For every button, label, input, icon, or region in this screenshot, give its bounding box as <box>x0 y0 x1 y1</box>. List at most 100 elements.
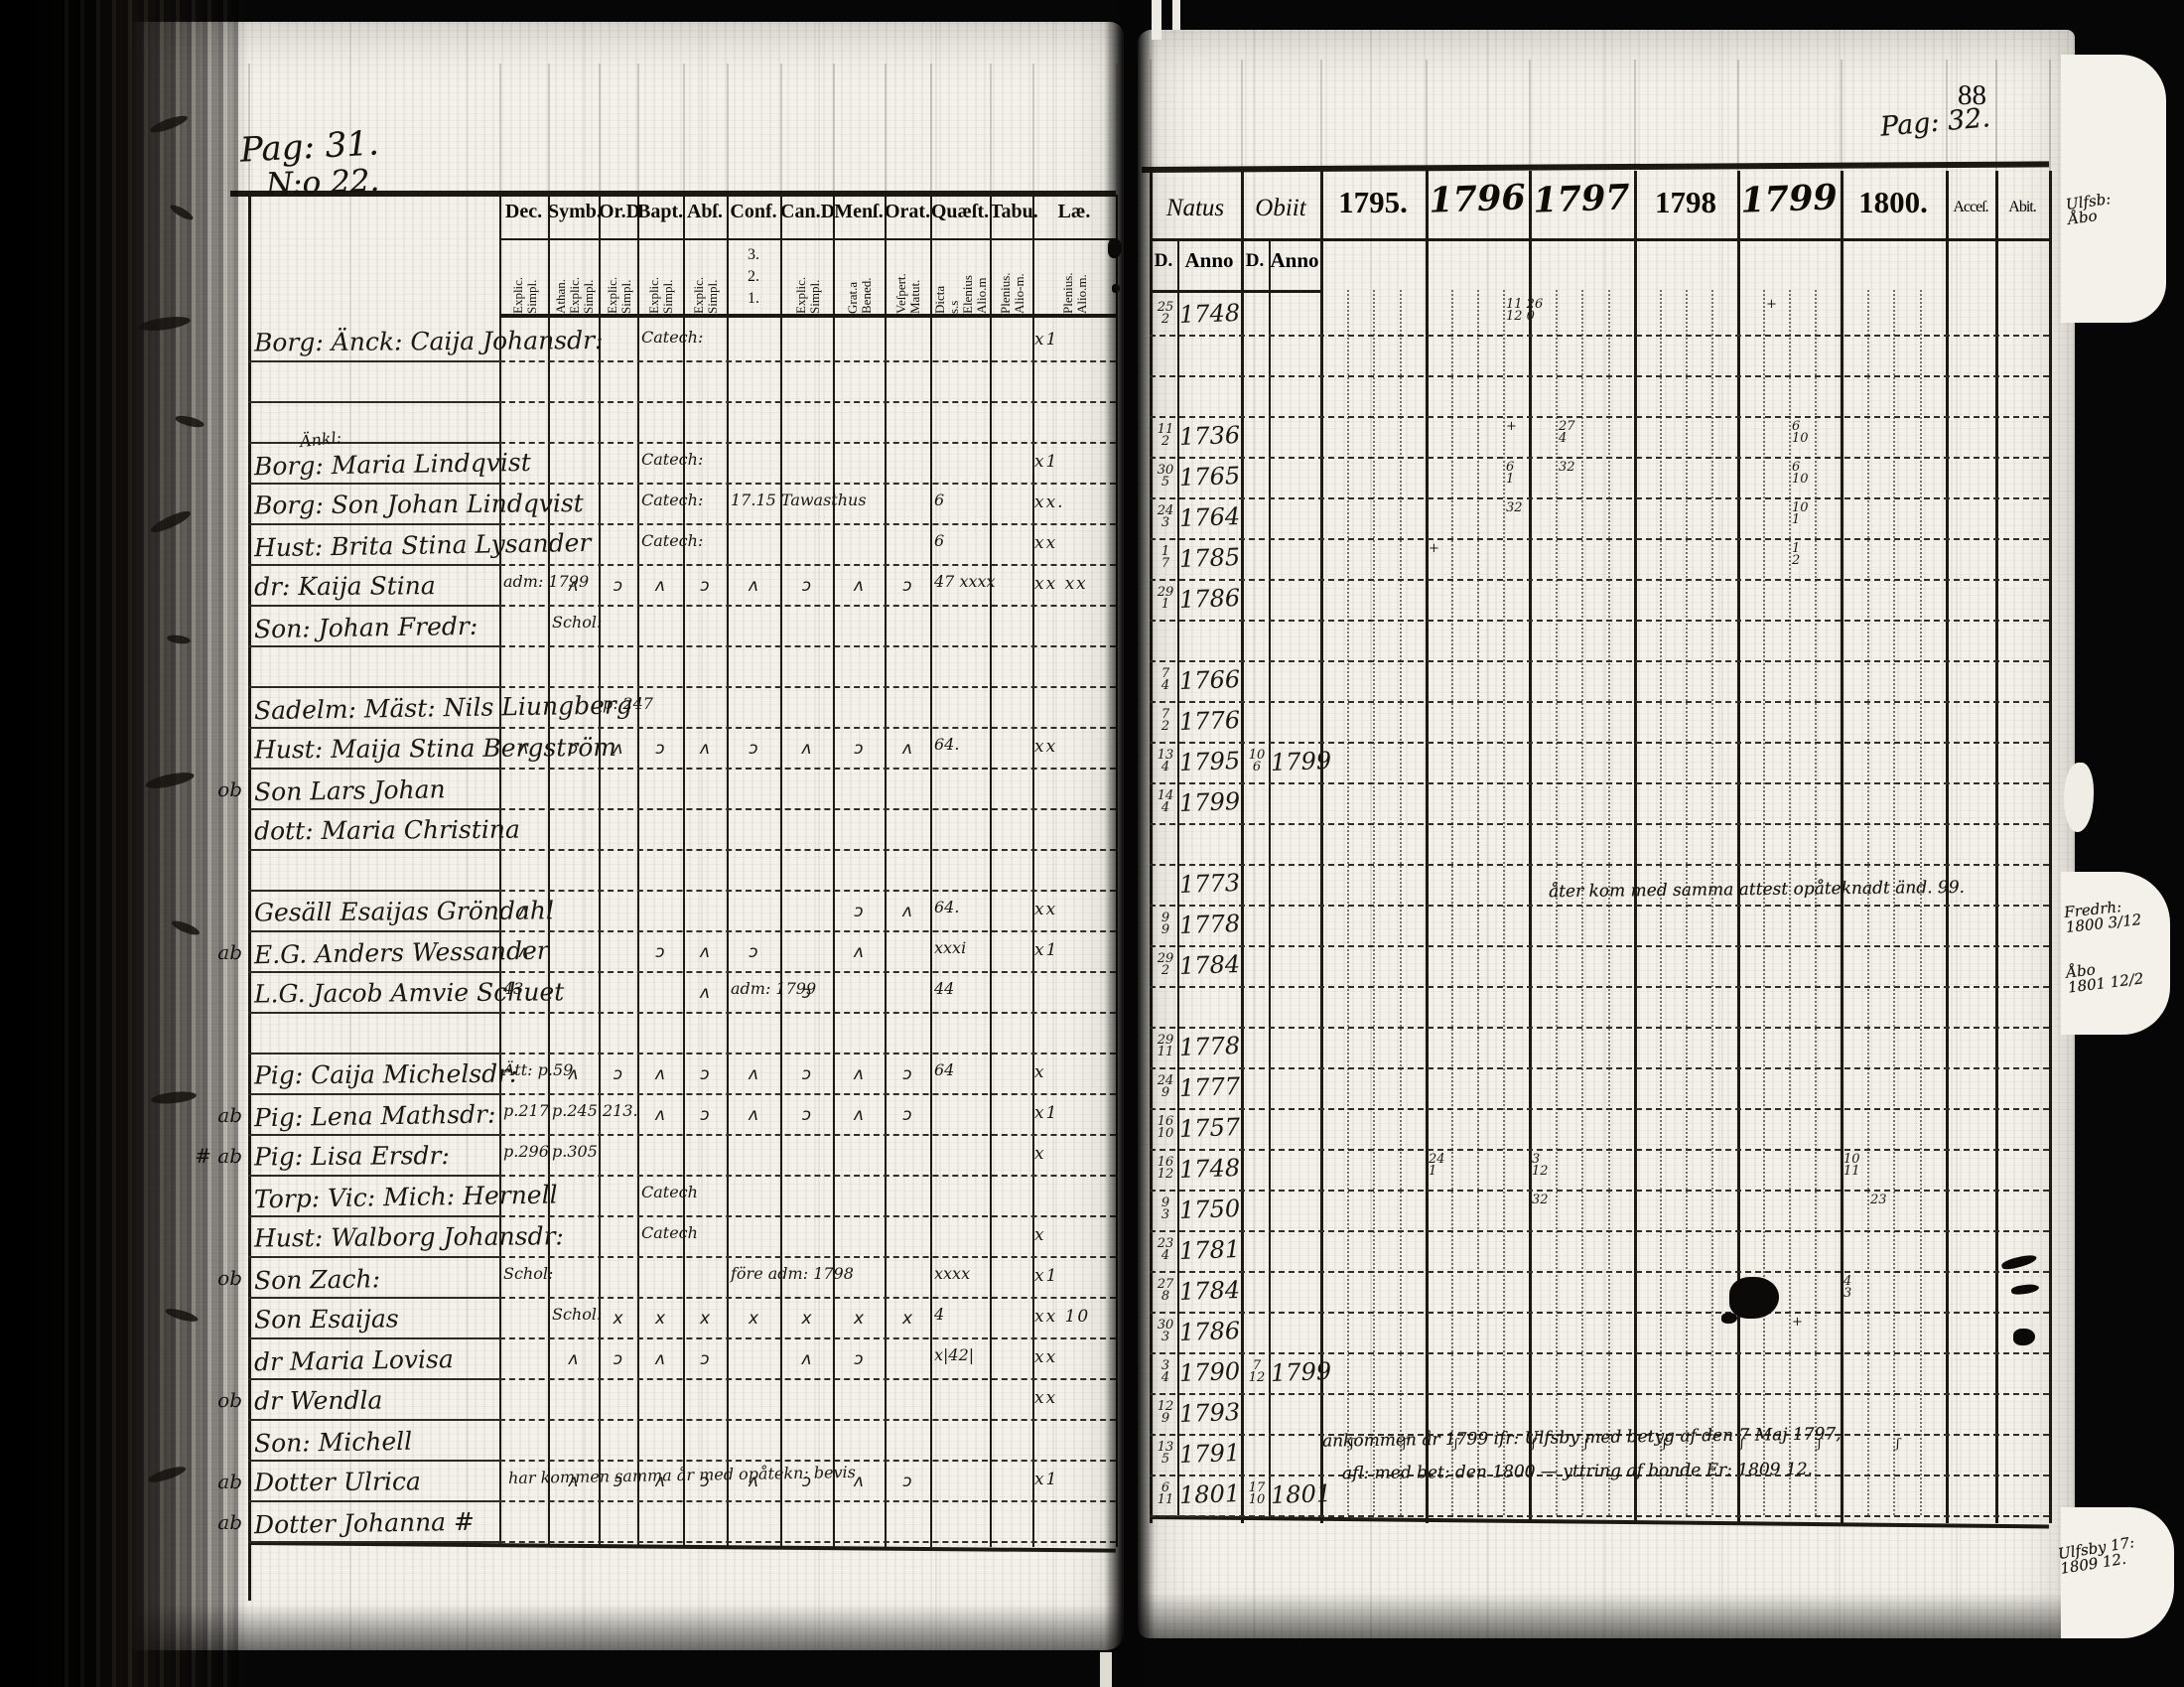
row-rule-dashed-right <box>1150 1475 2049 1476</box>
row-rule-name <box>248 686 499 688</box>
exam-tick: ɔ <box>749 942 758 962</box>
exam-tick: ʌ <box>853 576 865 596</box>
exam-tick: ʌ <box>568 1064 579 1084</box>
lect-mark: x1 <box>1034 1103 1059 1123</box>
column-subheader-text: Veſpert. Matut. <box>893 273 922 314</box>
exam-tick: ɔ <box>854 739 864 759</box>
exam-tick: ʌ <box>748 576 759 596</box>
left-column-line <box>499 195 501 1547</box>
row-rule-name <box>248 930 499 932</box>
register-row-name: Borg: Son Johan Lindqvist <box>253 489 584 520</box>
exam-note-bapt: Catech <box>641 1223 698 1242</box>
year-header-1798: 1798 <box>1655 185 1716 219</box>
natus-year: 1736 <box>1178 420 1241 452</box>
row-rule-dashed-right <box>1150 1067 2049 1069</box>
natus-year: 1776 <box>1178 705 1241 737</box>
row-rule-name <box>248 808 499 810</box>
row-rule-name <box>248 1500 499 1502</box>
row-rule-dashed-right <box>1150 1027 2049 1029</box>
year-subcolumn-line <box>1347 290 1349 1515</box>
right-column-line <box>1841 171 1843 1523</box>
row-rule-dashed <box>499 849 1116 851</box>
year-mark: ʃ <box>1896 1437 1900 1452</box>
exam-tick: x <box>801 1309 812 1329</box>
lect-mark: x1 <box>1034 330 1059 350</box>
obiit-year: 1801 <box>1270 1478 1332 1510</box>
exam-note-quaest: 64 <box>934 1060 955 1079</box>
year-mark: 27 4 <box>1559 419 1575 446</box>
row-rule-dashed-right <box>1150 579 2049 581</box>
lect-mark: x <box>1034 1225 1046 1245</box>
right-column-line <box>1241 171 1244 1523</box>
exam-note-quaest: 64. <box>934 898 960 916</box>
bleed-through-marks <box>0 0 258 1687</box>
right-column-line <box>1634 171 1637 1523</box>
left-column-line-faint <box>833 64 835 195</box>
row-rule-dashed-right <box>1150 416 2049 418</box>
exam-note-conf: 17.15 Tawasthus <box>731 491 867 509</box>
exam-tick: ʌ <box>699 942 711 962</box>
year-mark: + <box>1506 419 1517 434</box>
gutter-tick-bottom <box>1100 1652 1112 1687</box>
year-subcolumn-line <box>1451 290 1453 1515</box>
exam-tick: ɔ <box>700 1349 710 1369</box>
row-rule-name <box>248 1215 499 1217</box>
row-rule-name <box>248 1541 499 1543</box>
exam-tick: ʌ <box>853 1064 865 1084</box>
natus-year: 1748 <box>1178 1153 1241 1185</box>
left-column-line <box>727 195 729 1547</box>
exam-tick: ʌ <box>748 1105 759 1125</box>
exam-tick: ʌ <box>699 983 711 1003</box>
exam-note-symb: Schol: <box>552 1305 603 1324</box>
column-header-tab: Tabu. <box>990 201 1038 222</box>
exam-note-dec: Ätt: p.59 <box>503 1060 574 1079</box>
row-rule-name <box>248 727 499 729</box>
left-column-line <box>637 195 639 1547</box>
row-rule-name <box>248 890 499 892</box>
gutter-tick-top-1 <box>1152 0 1161 40</box>
exam-tick: ɔ <box>613 1064 623 1084</box>
natus-day: 6 11 <box>1157 1480 1174 1507</box>
right-column-line-faint <box>1737 60 1739 171</box>
row-rule-dashed <box>499 442 1116 444</box>
column-header-conf: Conf. <box>730 201 777 222</box>
register-row-name: dr Wendla <box>253 1385 383 1416</box>
lect-mark: xx. <box>1034 492 1065 512</box>
register-row-name: Hust: Walborg Johansdr: <box>253 1221 565 1253</box>
natus-day: 14 4 <box>1157 788 1174 815</box>
right-column-line-faint <box>1946 60 1948 171</box>
lect-mark: x <box>1034 1144 1046 1164</box>
natus-day: 30 3 <box>1157 1318 1174 1344</box>
register-row-name: Gesäll Esaijas Gröndahl <box>253 896 555 927</box>
row-rule-dashed <box>499 1053 1116 1054</box>
row-rule-name <box>248 605 499 607</box>
right-frame-number: 88 <box>1958 79 1986 111</box>
row-rule-dashed-right <box>1150 457 2049 459</box>
column-subheader-mens: Grat.a Bened. <box>837 242 883 314</box>
exam-note-dec: Schol: <box>503 1264 554 1283</box>
row-rule-name <box>248 1175 499 1177</box>
right-danno-divider <box>1150 290 1320 293</box>
lect-mark: xx <box>1034 737 1058 757</box>
natus-year: 1781 <box>1178 1234 1241 1266</box>
row-rule-name <box>248 1460 499 1462</box>
natus-year: 1785 <box>1178 542 1241 574</box>
row-rule-dashed-right <box>1150 823 2049 825</box>
obiit-day: 10 6 <box>1248 748 1266 774</box>
year-subcolumn-line <box>1373 290 1375 1515</box>
row-rule-name <box>248 768 499 770</box>
lect-mark: x1 <box>1034 452 1059 472</box>
right-column-line-faint <box>1995 60 1997 171</box>
row-rule-dashed <box>499 483 1116 485</box>
natus-year: 1784 <box>1178 1275 1241 1307</box>
column-subheader-orat: Veſpert. Matut. <box>888 242 928 314</box>
row-rule-dashed <box>499 523 1116 525</box>
column-subheader-bapt: Explic. Simpl. <box>641 242 681 314</box>
column-header-orat: Orat. <box>885 201 931 222</box>
year-mark: 11 26 12 0 <box>1506 297 1544 324</box>
natus-day: 7 2 <box>1160 707 1170 734</box>
natus-day: 23 4 <box>1157 1236 1174 1263</box>
obiit-day: 7 12 <box>1248 1358 1266 1385</box>
left-column-line-faint <box>499 64 501 195</box>
left-column-line-faint <box>780 64 782 195</box>
